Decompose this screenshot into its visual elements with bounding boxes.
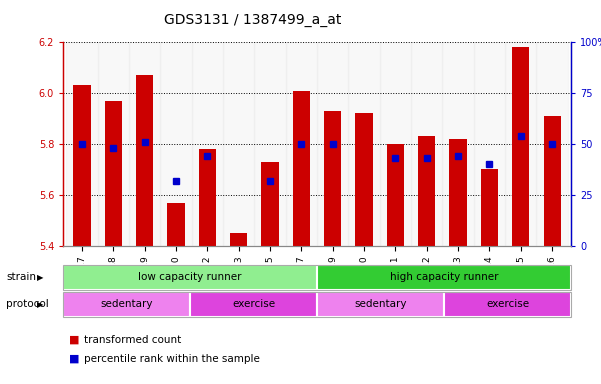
Bar [537,42,568,246]
Bar [167,202,185,246]
Bar [254,42,285,246]
Bar [97,42,129,246]
Bar [105,101,122,246]
Bar [505,42,537,246]
Text: transformed count: transformed count [84,335,182,345]
Text: high capacity runner: high capacity runner [389,272,498,283]
Bar [261,162,279,246]
Bar [450,139,467,246]
Bar [481,169,498,246]
Bar [411,42,442,246]
Text: sedentary: sedentary [100,299,153,310]
Bar [349,42,380,246]
Bar [129,42,160,246]
Text: percentile rank within the sample: percentile rank within the sample [84,354,260,364]
Bar [136,75,153,246]
Bar [293,91,310,246]
Bar [387,144,404,246]
Text: strain: strain [6,272,36,283]
Bar [418,136,435,246]
Text: ▶: ▶ [37,300,44,309]
Bar [230,233,247,246]
Bar [192,42,223,246]
Bar [355,114,373,246]
Bar [442,42,474,246]
Text: GDS3131 / 1387499_a_at: GDS3131 / 1387499_a_at [163,13,341,27]
Text: ▶: ▶ [37,273,44,282]
Bar [223,42,254,246]
Bar [543,116,561,246]
Text: protocol: protocol [6,299,49,310]
Bar [380,42,411,246]
Bar [73,86,91,246]
Text: ■: ■ [69,335,79,345]
Bar [66,42,97,246]
Text: ■: ■ [69,354,79,364]
Bar [160,42,192,246]
Bar [199,149,216,246]
Text: sedentary: sedentary [354,299,407,310]
Bar [474,42,505,246]
Bar [285,42,317,246]
Text: low capacity runner: low capacity runner [138,272,242,283]
Text: exercise: exercise [486,299,529,310]
Bar [512,47,529,246]
Bar [317,42,349,246]
Text: exercise: exercise [232,299,275,310]
Bar [324,111,341,246]
